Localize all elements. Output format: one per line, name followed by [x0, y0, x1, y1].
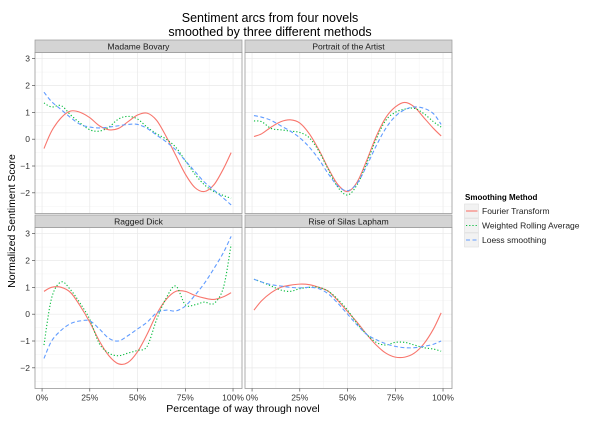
y-tick-label: −1 [20, 336, 30, 346]
legend-label: Weighted Rolling Average [482, 221, 580, 231]
panel-border [34, 227, 243, 389]
panel-rise-of-silas-lapham: Rise of Silas Lapham 0% 25% 50% 75% 100% [244, 214, 454, 403]
panel-ragged-dick: Ragged Dick −2 −1 0 1 2 3 0% 25% 50% 75% 100% [20, 214, 244, 403]
y-tick-label: −1 [20, 161, 30, 171]
legend-key-box [464, 232, 479, 248]
legend: Smoothing Method Fourier Transform Weight… [464, 193, 580, 248]
legend-entry-weighted-rolling-average: Weighted Rolling Average [464, 218, 580, 233]
x-tick-label: 25% [291, 393, 308, 403]
series-line-loess-smoothing [43, 236, 232, 359]
y-tick-label: 1 [25, 282, 30, 292]
y-tick-label: 1 [25, 107, 30, 117]
plot-background [35, 227, 242, 389]
series-line-weighted-rolling-average [43, 102, 232, 199]
panel-madame-bovary: Madame Bovary −2 −1 0 1 2 3 [20, 39, 243, 214]
panel-border [34, 52, 243, 214]
series-line-loess-smoothing [253, 278, 442, 349]
series-line-loess-smoothing [43, 91, 232, 206]
x-tick-label: 0% [246, 393, 259, 403]
panel-border [244, 227, 453, 389]
panel-strip-title: Ragged Dick [114, 216, 163, 226]
x-tick-label: 75% [387, 393, 404, 403]
panel-border [244, 52, 453, 214]
x-axis-label: Percentage of way through novel [166, 403, 320, 415]
x-tick-label: 100% [222, 393, 244, 403]
x-tick-label: 25% [81, 393, 98, 403]
series-line-fourier-transform [253, 283, 442, 359]
panel-portrait-of-the-artist: Portrait of the Artist [244, 39, 453, 214]
y-tick-label: 0 [25, 134, 30, 144]
x-tick-label: 100% [432, 393, 454, 403]
legend-title: Smoothing Method [465, 193, 538, 202]
panel-strip-title: Portrait of the Artist [312, 41, 385, 51]
series-line-fourier-transform [43, 110, 232, 193]
series-line-fourier-transform [253, 101, 442, 193]
x-tick-label: 50% [339, 393, 356, 403]
plot-background [35, 52, 242, 214]
chart-title-line-1: Sentiment arcs from four novels [182, 11, 358, 25]
panel-strip-title: Rise of Silas Lapham [308, 216, 388, 226]
y-tick-label: 3 [25, 229, 30, 239]
y-tick-label: −2 [20, 363, 30, 373]
y-tick-label: −2 [20, 188, 30, 198]
plot-background [245, 52, 452, 214]
series-line-fourier-transform [43, 286, 232, 365]
series-line-weighted-rolling-average [253, 107, 442, 196]
x-tick-label: 50% [129, 393, 146, 403]
legend-label: Loess smoothing [482, 235, 547, 245]
legend-key-box [464, 218, 479, 233]
chart-title-line-2: smoothed by three different methods [168, 25, 371, 39]
y-axis-label: Normalized Sentiment Score [6, 154, 18, 288]
legend-entry-loess-smoothing: Loess smoothing [464, 232, 547, 248]
y-tick-label: 0 [25, 309, 30, 319]
plot-background [245, 227, 452, 389]
x-tick-label: 75% [177, 393, 194, 403]
legend-entry-fourier-transform: Fourier Transform [464, 203, 550, 219]
y-tick-label: 2 [25, 256, 30, 266]
legend-label: Fourier Transform [482, 206, 550, 216]
panel-strip-title: Madame Bovary [108, 41, 171, 51]
series-line-loess-smoothing [253, 106, 442, 192]
series-line-weighted-rolling-average [43, 244, 232, 357]
y-tick-label: 2 [25, 81, 30, 91]
x-tick-label: 0% [36, 393, 49, 403]
y-tick-label: 3 [25, 54, 30, 64]
